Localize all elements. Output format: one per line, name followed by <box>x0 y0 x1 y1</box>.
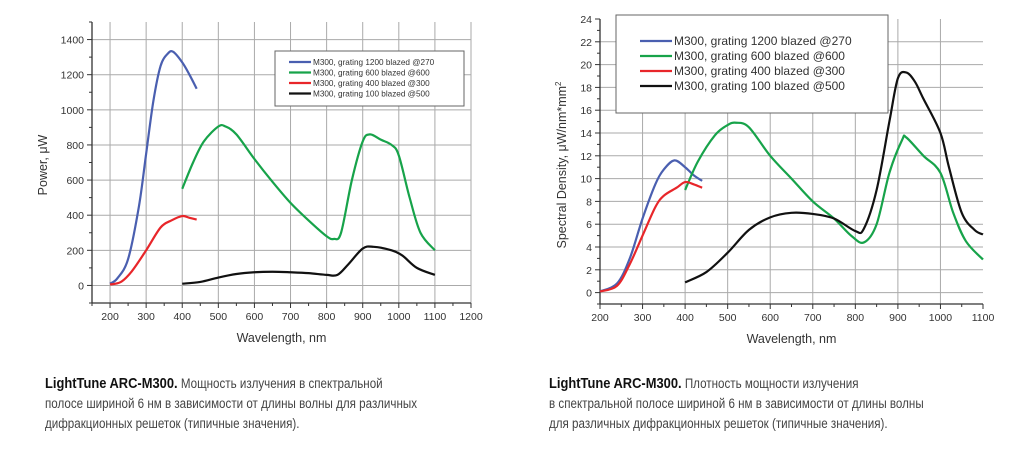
x-axis-label: Wavelength, nm <box>237 331 327 345</box>
x-axis-label: Wavelength, nm <box>747 332 837 346</box>
legend-label: M300, grating 600 blazed @600 <box>313 68 430 77</box>
y-tick-label: 0 <box>586 288 592 300</box>
caption-right-line-1: Плотность мощности излучения <box>684 376 859 391</box>
power-chart: 0 200 400 600 800 1000 1200 1400 200 300 400 500 600… <box>36 21 483 345</box>
x-tick-label: 300 <box>137 311 155 323</box>
caption-left: LightTune ARC-M300. Мощность излучения в… <box>45 374 417 434</box>
series-line-0 <box>109 50 198 285</box>
y-tick-label: 8 <box>586 196 592 208</box>
y-tick-label: 6 <box>586 219 592 231</box>
series-line-3 <box>182 245 436 285</box>
x-tick-label: 1200 <box>459 311 483 323</box>
x-tick-label: 800 <box>847 312 865 324</box>
x-tick-label: 400 <box>173 311 191 323</box>
legend-label: M300, grating 1200 blazed @270 <box>313 58 435 67</box>
y-tick-label: 18 <box>580 82 592 94</box>
x-tick-label: 700 <box>804 312 822 324</box>
x-tick-label: 700 <box>282 311 300 323</box>
caption-right-line-2: в спектральной полосе шириной 6 нм в зав… <box>549 396 924 411</box>
y-tick-label: 24 <box>580 14 592 26</box>
x-tick-label: 600 <box>246 311 264 323</box>
y-axis-label: Power, μW <box>36 134 50 195</box>
y-tick-label: 12 <box>580 151 592 163</box>
x-tick-label: 200 <box>101 311 119 323</box>
x-tick-label: 400 <box>676 312 694 324</box>
y-tick-label: 20 <box>580 60 592 72</box>
legend-label: M300, grating 1200 blazed @270 <box>674 34 852 48</box>
legend-label: M300, grating 400 blazed @300 <box>313 79 430 88</box>
legend-label: M300, grating 100 blazed @500 <box>674 79 845 93</box>
x-tick-label: 1000 <box>929 312 953 324</box>
y-tick-label: 800 <box>66 140 84 152</box>
caption-left-line-1: Мощность излучения в спектральной <box>180 376 383 391</box>
y-tick-label: 2 <box>586 265 592 277</box>
series-line-1 <box>181 123 436 252</box>
x-tick-label: 900 <box>354 311 372 323</box>
caption-right: LightTune ARC-M300. Плотность мощности и… <box>549 374 924 434</box>
y-tick-label: 600 <box>66 175 84 187</box>
x-tick-label: 800 <box>318 311 336 323</box>
x-tick-label: 200 <box>591 312 609 324</box>
y-tick-label: 400 <box>66 210 84 222</box>
x-tick-label: 300 <box>634 312 652 324</box>
y-axis-label: Spectral Density, μW/nm*mm2 <box>554 81 569 249</box>
y-tick-label: 0 <box>78 280 84 292</box>
caption-left-title: LightTune ARC-M300. <box>45 375 178 392</box>
caption-right-title: LightTune ARC-M300. <box>549 375 682 392</box>
y-axis-label-superscript: 2 <box>554 81 563 86</box>
caption-left-line-3: дифракционных решеток (типичные значения… <box>45 416 300 431</box>
y-tick-label: 22 <box>580 37 592 49</box>
y-tick-label: 1400 <box>61 35 85 47</box>
y-tick-label: 200 <box>66 245 84 257</box>
y-tick-label: 1200 <box>61 70 85 82</box>
x-tick-label: 500 <box>719 312 737 324</box>
y-tick-label: 14 <box>580 128 592 140</box>
y-tick-label: 4 <box>586 242 592 254</box>
series-line-2 <box>109 214 197 286</box>
legend-label: M300, grating 600 blazed @600 <box>674 49 845 63</box>
series-line-3 <box>684 70 984 284</box>
caption-left-line-2: полосе шириной 6 нм в зависимости от дли… <box>45 396 418 411</box>
x-tick-label: 900 <box>889 312 907 324</box>
series-line-2 <box>599 180 703 293</box>
legend-box <box>274 50 465 107</box>
y-tick-label: 10 <box>580 174 592 186</box>
y-tick-label: 16 <box>580 105 592 117</box>
legend-label: M300, grating 400 blazed @300 <box>674 64 845 78</box>
y-tick-label: 1000 <box>61 105 85 117</box>
series-line-0 <box>599 159 703 293</box>
x-tick-label: 1100 <box>424 311 447 323</box>
x-tick-label: 1100 <box>972 312 995 324</box>
legend-box <box>615 14 889 114</box>
caption-right-line-3: для различных дифракционных решеток (тип… <box>549 416 888 431</box>
x-tick-label: 500 <box>210 311 228 323</box>
legend-label: M300, grating 100 blazed @500 <box>313 89 430 98</box>
series-line-1 <box>684 121 984 261</box>
x-tick-label: 600 <box>761 312 779 324</box>
x-tick-label: 1000 <box>387 311 411 323</box>
